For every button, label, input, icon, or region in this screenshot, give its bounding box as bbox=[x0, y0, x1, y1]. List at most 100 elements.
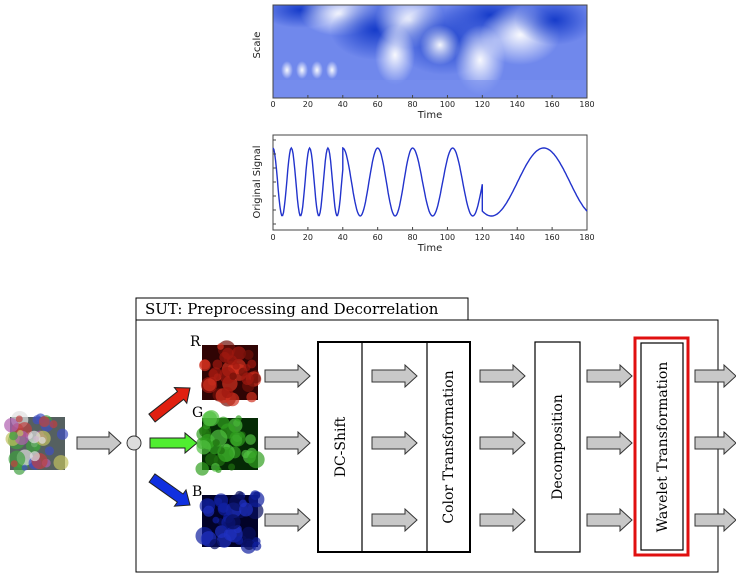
texture-spot bbox=[11, 460, 18, 467]
flow-arrow bbox=[695, 432, 736, 454]
x-tick-label: 180 bbox=[579, 100, 594, 109]
x-tick-label: 100 bbox=[440, 233, 455, 242]
texture-spot bbox=[243, 350, 253, 360]
scalogram-blob bbox=[311, 61, 323, 79]
texture-spot bbox=[203, 506, 214, 517]
arrow-shape bbox=[150, 433, 197, 453]
texture-spot bbox=[9, 431, 18, 440]
flow-arrow bbox=[587, 365, 632, 387]
channel-label: G bbox=[192, 405, 203, 421]
x-tick-label: 100 bbox=[440, 100, 455, 109]
sut-title: SUT: Preprocessing and Decorrelation bbox=[145, 300, 439, 318]
x-tick-label: 160 bbox=[544, 100, 559, 109]
flow-arrow bbox=[587, 509, 632, 531]
flow-arrow bbox=[265, 432, 310, 454]
channel-arrow bbox=[150, 433, 197, 453]
block-label: Wavelet Transformation bbox=[655, 362, 671, 533]
texture-spot bbox=[248, 451, 265, 468]
block-label: DC-Shift bbox=[333, 416, 349, 477]
red-channel bbox=[199, 340, 261, 406]
texture-spot bbox=[217, 343, 224, 350]
x-tick-label: 20 bbox=[303, 100, 313, 109]
texture-spot bbox=[53, 455, 68, 470]
flow-arrow bbox=[480, 365, 525, 387]
channel-label: R bbox=[190, 334, 201, 350]
texture-spot bbox=[218, 503, 231, 516]
x-tick-label: 80 bbox=[407, 100, 417, 109]
texture-spot bbox=[212, 517, 219, 524]
texture-spot bbox=[247, 359, 256, 368]
x-tick-label: 160 bbox=[544, 233, 559, 242]
texture-spot bbox=[222, 387, 233, 398]
flow-arrow bbox=[265, 365, 310, 387]
texture-spot bbox=[195, 462, 208, 475]
texture-spot bbox=[229, 372, 236, 379]
y-axis-label: Original Signal bbox=[252, 145, 263, 218]
texture-spot bbox=[222, 348, 234, 360]
texture-spot bbox=[241, 373, 253, 385]
x-tick-label: 120 bbox=[475, 233, 490, 242]
texture-spot bbox=[235, 536, 244, 545]
texture-spot bbox=[252, 542, 261, 551]
x-tick-label: 140 bbox=[510, 233, 525, 242]
texture-spot bbox=[17, 430, 23, 436]
texture-spot bbox=[202, 411, 217, 426]
texture-spot bbox=[215, 467, 221, 473]
flow-arrow bbox=[265, 509, 310, 531]
x-tick-label: 40 bbox=[338, 100, 348, 109]
x-tick-label: 60 bbox=[373, 100, 383, 109]
arrow-shape bbox=[146, 380, 196, 426]
block-label: Color Transformation bbox=[441, 370, 457, 523]
channel-arrow bbox=[146, 380, 196, 426]
texture-spot bbox=[225, 514, 240, 529]
green-channel bbox=[195, 410, 264, 476]
scalogram-blob bbox=[420, 25, 460, 65]
texture-spot bbox=[203, 378, 216, 391]
input-image bbox=[4, 411, 68, 475]
scalogram-base bbox=[273, 80, 587, 98]
texture-spot bbox=[49, 420, 57, 428]
texture-spot bbox=[246, 392, 257, 403]
texture-spot bbox=[45, 446, 54, 455]
page: Scale Time 020406080100120140160180 Orig… bbox=[0, 0, 736, 576]
texture-spot bbox=[233, 363, 240, 370]
texture-spot bbox=[249, 491, 265, 507]
x-tick-label: 180 bbox=[579, 233, 594, 242]
scalogram-blob bbox=[296, 61, 308, 79]
block-label: Decomposition bbox=[550, 394, 566, 500]
texture-spot bbox=[200, 359, 210, 369]
split-node bbox=[127, 436, 141, 450]
texture-spot bbox=[239, 500, 247, 508]
texture-spot bbox=[39, 416, 50, 427]
scalogram-blob bbox=[281, 61, 293, 79]
texture-spot bbox=[245, 434, 256, 445]
arrow-shape bbox=[146, 470, 196, 513]
scalogram-blob bbox=[326, 61, 338, 79]
x-tick-label: 0 bbox=[270, 233, 275, 242]
x-tick-label: 140 bbox=[510, 100, 525, 109]
flow-arrow bbox=[480, 509, 525, 531]
texture-spot bbox=[16, 415, 23, 422]
texture-spot bbox=[57, 429, 68, 440]
texture-spot bbox=[209, 367, 222, 380]
flow-arrow bbox=[695, 365, 736, 387]
texture-spot bbox=[236, 415, 242, 421]
texture-spot bbox=[228, 464, 235, 471]
x-axis-label: Time bbox=[417, 110, 442, 121]
block-diagram: SUT: Preprocessing and Decorrelation R G… bbox=[4, 298, 736, 572]
texture-spot bbox=[217, 417, 229, 429]
x-tick-label: 60 bbox=[373, 233, 383, 242]
texture-spot bbox=[235, 491, 243, 499]
x-tick-label: 40 bbox=[338, 233, 348, 242]
texture-spot bbox=[28, 431, 40, 443]
x-tick-label: 80 bbox=[407, 233, 417, 242]
x-tick-label: 0 bbox=[270, 100, 275, 109]
scalogram-blob bbox=[375, 25, 415, 85]
flow-arrow bbox=[480, 432, 525, 454]
flow-arrow bbox=[587, 432, 632, 454]
x-axis-label: Time bbox=[417, 243, 442, 254]
texture-spot bbox=[210, 539, 220, 549]
flow-arrow bbox=[77, 432, 121, 454]
